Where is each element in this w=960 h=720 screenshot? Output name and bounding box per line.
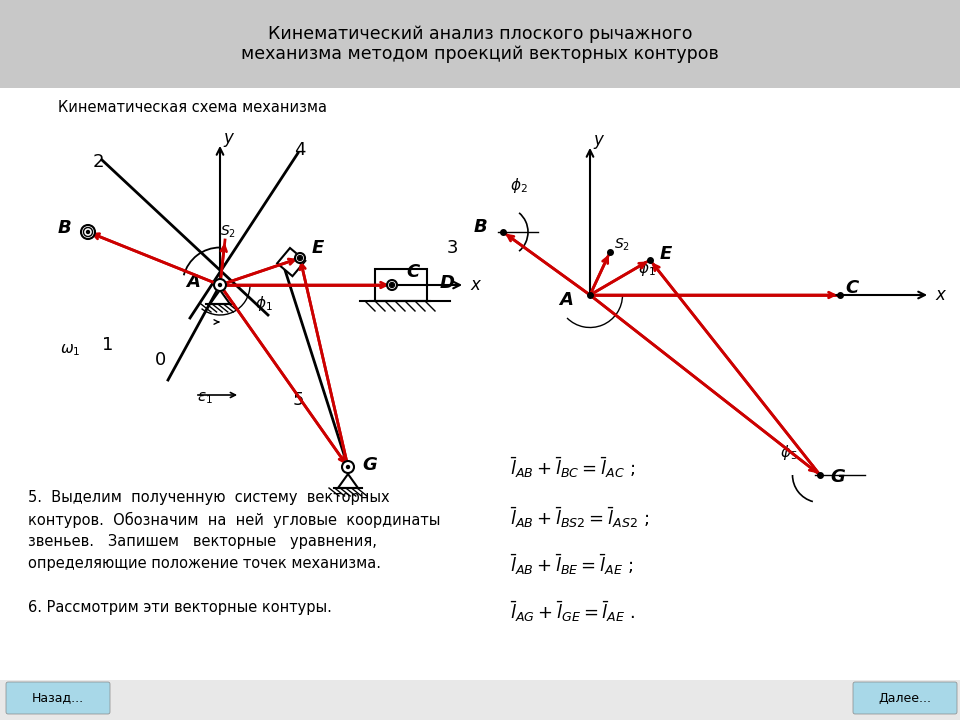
Circle shape [81, 225, 95, 239]
Text: G: G [362, 456, 376, 474]
Circle shape [342, 461, 354, 473]
Circle shape [391, 284, 394, 287]
Circle shape [387, 280, 397, 290]
Text: A: A [186, 273, 200, 291]
Circle shape [219, 284, 222, 287]
Text: x: x [470, 276, 480, 294]
Text: контуров.  Обозначим  на  ней  угловые  координаты: контуров. Обозначим на ней угловые коорд… [28, 512, 441, 528]
Text: y: y [593, 131, 603, 149]
Text: $\bar{l}_{AB}+\bar{l}_{BS2}=\bar{l}_{AS2}$ ;: $\bar{l}_{AB}+\bar{l}_{BS2}=\bar{l}_{AS2… [510, 505, 650, 531]
Text: y: y [223, 129, 233, 147]
Text: $\varepsilon_1$: $\varepsilon_1$ [197, 390, 213, 406]
Circle shape [86, 230, 89, 233]
Circle shape [299, 256, 301, 259]
Text: E: E [660, 245, 672, 263]
Text: $\bar{l}_{AB}+\bar{l}_{BE}=\bar{l}_{AE}$ ;: $\bar{l}_{AB}+\bar{l}_{BE}=\bar{l}_{AE}$… [510, 553, 634, 577]
Text: C: C [406, 263, 420, 281]
Text: Назад...: Назад... [32, 691, 84, 704]
Text: $\omega_1$: $\omega_1$ [60, 342, 81, 358]
Text: D: D [440, 274, 455, 292]
Bar [0, 0, 960, 88]
Text: C: C [845, 279, 858, 297]
Text: $S_2$: $S_2$ [614, 237, 630, 253]
Text: $S_2$: $S_2$ [220, 224, 236, 240]
Text: Далее...: Далее... [878, 691, 931, 704]
Text: звеньев.   Запишем   векторные   уравнения,: звеньев. Запишем векторные уравнения, [28, 534, 377, 549]
Bar [0, 680, 960, 720]
Text: 4: 4 [295, 141, 305, 159]
Text: G: G [830, 468, 845, 486]
Text: $\phi_1$: $\phi_1$ [255, 294, 273, 312]
Bar [0, 88, 960, 680]
Text: Кинематический анализ плоского рычажного
механизма методом проекций векторных ко: Кинематический анализ плоского рычажного… [241, 24, 719, 63]
Text: 0: 0 [155, 351, 166, 369]
Circle shape [214, 279, 226, 291]
Circle shape [347, 466, 349, 469]
Text: 5: 5 [292, 391, 303, 409]
Text: $\phi_2$: $\phi_2$ [510, 176, 528, 194]
Text: B: B [473, 218, 487, 236]
Bar [277, 248, 305, 276]
Text: E: E [312, 239, 324, 257]
Text: A: A [559, 291, 573, 309]
Bar [375, 269, 427, 301]
Text: $\phi_1$: $\phi_1$ [638, 258, 656, 277]
FancyBboxPatch shape [853, 682, 957, 714]
Text: B: B [58, 219, 71, 237]
Text: 5.  Выделим  полученную  систему  векторных: 5. Выделим полученную систему векторных [28, 490, 390, 505]
FancyBboxPatch shape [6, 682, 110, 714]
Text: $\bar{l}_{AG}+\bar{l}_{GE}=\bar{l}_{AE}$ .: $\bar{l}_{AG}+\bar{l}_{GE}=\bar{l}_{AE}$… [510, 600, 636, 624]
Text: $\phi_5$: $\phi_5$ [780, 443, 798, 462]
Text: x: x [935, 286, 945, 304]
Text: 1: 1 [103, 336, 113, 354]
Text: определяющие положение точек механизма.: определяющие положение точек механизма. [28, 556, 381, 571]
Text: 3: 3 [446, 239, 458, 257]
Circle shape [295, 253, 305, 263]
Text: 6. Рассмотрим эти векторные контуры.: 6. Рассмотрим эти векторные контуры. [28, 600, 332, 615]
Text: 2: 2 [92, 153, 104, 171]
Text: $\bar{l}_{AB}+\bar{l}_{BC}=\bar{l}_{AC}$ ;: $\bar{l}_{AB}+\bar{l}_{BC}=\bar{l}_{AC}$… [510, 456, 636, 480]
Text: Кинематическая схема механизма: Кинематическая схема механизма [58, 99, 327, 114]
